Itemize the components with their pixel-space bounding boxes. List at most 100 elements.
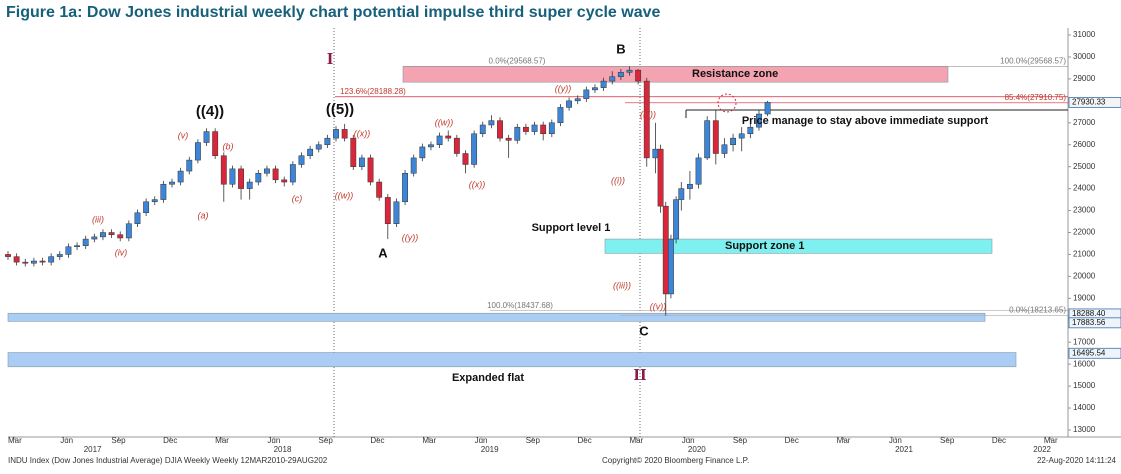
candle-body [220,155,227,185]
fib-label: 85.4%(27910.75) [1005,93,1067,102]
candle-body [557,107,564,124]
wave-label: ((i)) [611,175,625,185]
candle-body [160,183,167,200]
candle-body [566,100,573,108]
candle-body [177,170,184,183]
wave-label: (iv) [115,247,128,257]
y-tick-label: 25000 [1073,162,1096,171]
wave-label: ((5)) [326,101,354,118]
candle-body [393,201,400,224]
candle-body [592,87,598,91]
candle-body [764,102,771,115]
x-tick-label: Jun [475,436,488,445]
candle-body [100,232,106,238]
candle-body [453,137,460,154]
x-tick-label: Mar [1044,436,1058,445]
y-tick-label: 14000 [1073,403,1096,412]
candle-body [74,245,80,248]
x-year-label: 2021 [895,445,913,454]
x-tick-label: Jun [60,436,73,445]
candle-body [22,261,29,264]
wave-label: B [616,41,625,56]
candle-body [730,137,737,145]
candle-body [298,155,305,165]
candle-body [56,254,63,257]
candle-body [358,157,365,167]
wave-label: (b) [223,141,234,151]
candle-body [125,223,132,239]
candle-body [134,212,141,224]
candle-body [756,113,762,128]
candle-body [350,137,357,167]
price-tag-label: 16495.54 [1072,348,1106,357]
wave-label: (a) [198,210,209,220]
fib-label: 0.0%(18213.65) [1009,306,1066,315]
candle-body [169,181,175,185]
y-tick-label: 22000 [1073,228,1096,237]
candle-body [686,183,693,189]
footer-center: Copyright© 2020 Bloomberg Finance L.P. [602,456,749,465]
candle-body [673,199,680,240]
x-tick-label: Mar [8,436,22,445]
candle-body [738,133,745,139]
candle-body [307,148,314,156]
candle-body [471,133,478,165]
wave-label: A [378,245,388,260]
candle-body [289,164,296,183]
wave-label: ((y)) [555,83,572,93]
x-tick-label: Jun [889,436,902,445]
wave-label: C [639,323,649,338]
wave-label: ((ii)) [640,109,656,119]
wave-label: (c) [292,193,303,203]
y-tick-label: 13000 [1073,425,1096,434]
y-tick-label: 26000 [1073,140,1096,149]
candle-body [704,120,711,159]
zone [402,66,949,83]
candle-body [635,69,642,82]
wave-label: ((x)) [469,179,486,189]
candle-body [531,124,538,132]
candle-body [652,148,659,159]
candle-body [428,144,434,148]
candle-body [522,126,529,132]
fib-label: 0.0%(29568.57) [489,57,546,66]
wave-label: ((w)) [435,117,454,127]
zone [7,352,1017,368]
candle-body [376,181,383,198]
wave-label: ((v)) [650,301,667,311]
x-tick-label: Dec [785,436,799,445]
candle-body [229,168,236,185]
price-tag-label: 18288.40 [1072,309,1106,318]
candle-body [712,120,719,154]
candle-body [82,238,89,246]
candle-body [668,238,674,295]
price-tag-label: 27930.33 [1072,97,1106,106]
candle-body [194,142,201,161]
wave-label: (iii) [92,214,104,224]
candle-body [626,69,633,73]
candle-body [505,137,512,141]
fib-label: 100.0%(18437.68) [487,301,553,310]
candle-body [281,179,288,183]
candle-body [436,135,443,145]
wave-label: Support level 1 [532,222,611,234]
candle-body [445,135,452,139]
wave-label: (v) [178,130,189,140]
x-tick-label: Sep [319,436,334,445]
price-tag [1068,96,1121,108]
candle-body [151,199,158,203]
y-tick-label: 17000 [1073,337,1096,346]
x-tick-label: Sep [526,436,541,445]
candle-body [402,173,408,203]
candle-body [617,72,624,77]
wave-label: ((x)) [354,128,371,138]
candle-body [324,137,331,145]
y-tick-label: 30000 [1073,52,1096,61]
x-tick-label: Dec [992,436,1006,445]
candle-body [117,234,124,239]
footer-left: INDU Index (Dow Jones Industrial Average… [8,456,328,465]
candle-body [264,168,270,174]
wave-label: Price manage to stay above immediate sup… [742,115,989,127]
candle-body [479,124,486,135]
